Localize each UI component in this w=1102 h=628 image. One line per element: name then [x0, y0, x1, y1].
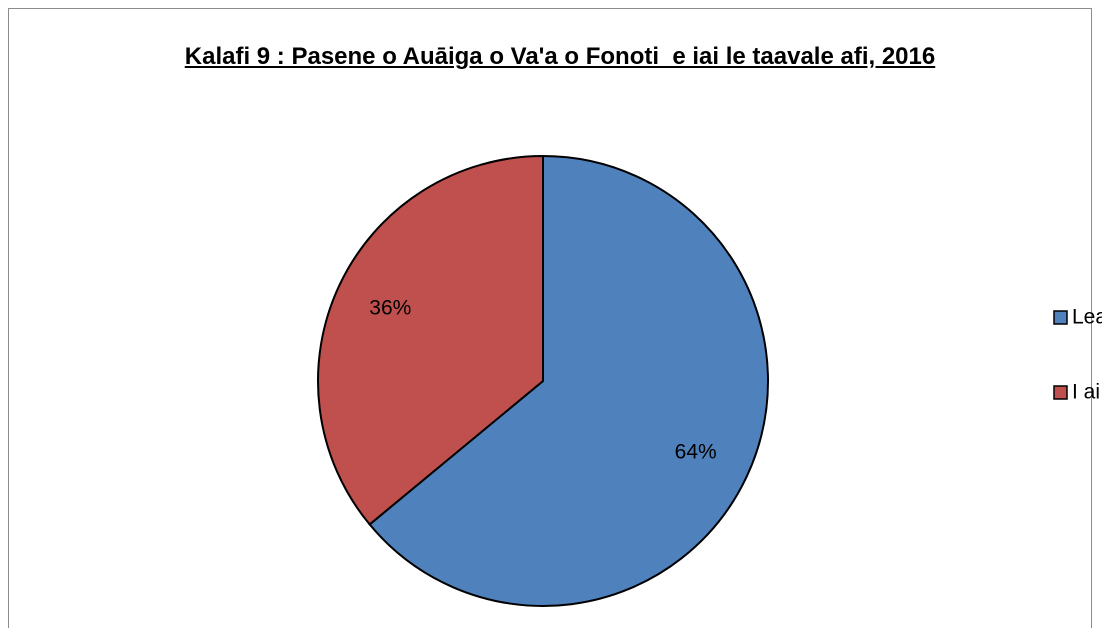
data-label: 64% [675, 440, 717, 463]
legend-swatch [1053, 385, 1068, 400]
legend-swatch [1053, 310, 1068, 325]
legend-label: Leai se ta'avale [1072, 306, 1102, 329]
chart-frame [8, 8, 1092, 628]
legend-label: I ai le ta'avale [1072, 381, 1102, 404]
pie-slice [317, 154, 544, 526]
data-label: 36% [369, 297, 411, 320]
chart-title: Kalafi 9 : Pasene o Auāiga o Va'a o Fono… [184, 43, 936, 70]
pie-slice [368, 154, 769, 607]
